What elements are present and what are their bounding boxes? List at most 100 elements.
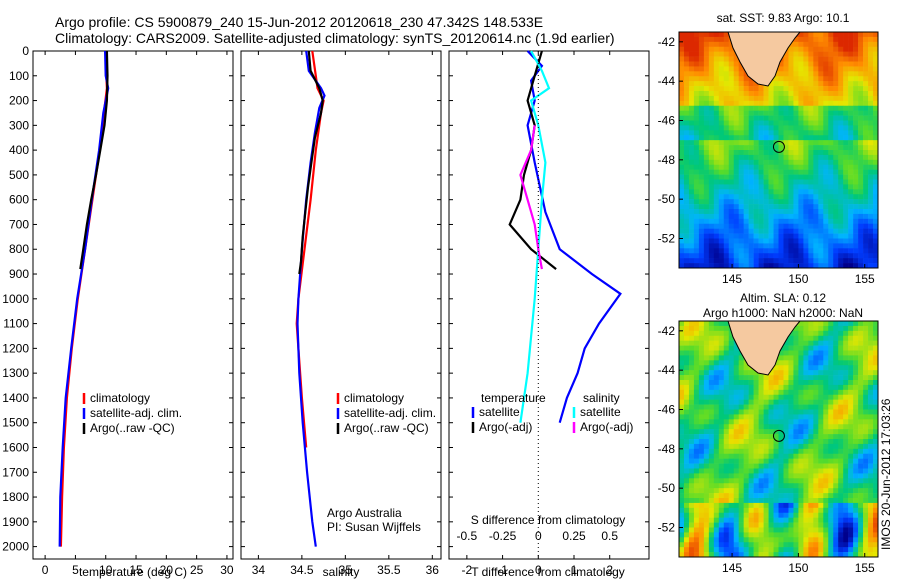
map-cell — [758, 209, 764, 215]
map-cell — [693, 189, 700, 195]
map-cell — [823, 478, 829, 484]
map-cell — [688, 542, 695, 548]
map-cell — [728, 389, 735, 396]
map-cell — [823, 228, 829, 234]
map-cell — [693, 100, 700, 107]
map-cell — [733, 248, 739, 254]
map-cell — [748, 414, 754, 420]
map-cell — [803, 95, 809, 102]
map-cell — [753, 399, 759, 405]
map-cell — [733, 223, 739, 229]
map-cell — [798, 95, 804, 102]
map-cell — [688, 76, 695, 82]
map-cell — [818, 483, 824, 489]
map-cell — [838, 115, 844, 121]
map-cell — [843, 81, 849, 87]
map-cell — [823, 547, 829, 553]
map-cell — [813, 223, 819, 229]
map-cell — [858, 537, 864, 543]
map-cell — [778, 189, 784, 195]
map-cell — [743, 434, 749, 440]
map-cell — [763, 478, 769, 484]
map-cell — [803, 32, 809, 38]
map-cell — [843, 365, 849, 371]
map-cell — [803, 419, 809, 425]
map-cell — [738, 360, 744, 366]
map-cell — [828, 95, 834, 102]
map-cell — [703, 502, 710, 509]
map-cell — [693, 125, 700, 131]
map-cell — [703, 218, 710, 225]
map-cell — [853, 389, 859, 396]
map-cell — [683, 547, 690, 553]
map-cell — [683, 110, 690, 116]
map-cell — [793, 527, 799, 533]
map-cell — [693, 325, 700, 332]
map-cell — [748, 537, 754, 543]
map-cell — [773, 184, 779, 190]
map-cell — [713, 380, 720, 386]
map-cell — [828, 375, 834, 381]
map-cell — [688, 443, 695, 450]
map-cell — [728, 71, 735, 77]
map-cell — [773, 130, 779, 136]
map-cell — [773, 532, 779, 538]
map-cell — [863, 253, 869, 259]
map-cell — [683, 238, 690, 244]
map-cell — [698, 552, 705, 558]
map-ytick-label: -48 — [658, 442, 676, 456]
map-cell — [823, 552, 829, 558]
map-cell — [688, 169, 695, 175]
map-cell — [828, 429, 834, 435]
map-cell — [748, 213, 754, 220]
map-cell — [798, 248, 804, 254]
map-cell — [753, 498, 759, 504]
map-cell — [713, 86, 720, 92]
map-cell — [793, 130, 799, 136]
map-cell — [748, 253, 754, 259]
map-cell — [693, 228, 700, 234]
map-cell — [858, 150, 864, 156]
map-cell — [818, 512, 824, 518]
map-cell — [833, 135, 839, 141]
map-cell — [863, 375, 869, 381]
map-cell — [679, 502, 685, 509]
map-cell — [823, 86, 829, 92]
map-cell — [733, 159, 739, 166]
diff-xtick-label: 1 — [571, 563, 578, 577]
map-cell — [773, 223, 779, 229]
map-cell — [793, 174, 799, 180]
map-cell — [753, 404, 759, 410]
map-cell — [858, 169, 864, 175]
map-cell — [683, 233, 690, 239]
map-cell — [768, 547, 774, 553]
map-cell — [748, 429, 754, 435]
map-cell — [823, 125, 829, 131]
map-cell — [748, 194, 754, 200]
map-cell — [728, 95, 735, 102]
map-cell — [873, 424, 879, 430]
map-cell — [723, 248, 730, 254]
map-cell — [773, 140, 779, 146]
map-cell — [773, 394, 779, 400]
map-cell — [703, 370, 710, 376]
map-cell — [863, 248, 869, 254]
map-cell — [793, 552, 799, 558]
map-cell — [843, 552, 849, 558]
map-cell — [728, 345, 735, 351]
map-cell — [823, 189, 829, 195]
map-cell — [838, 375, 844, 381]
map-cell — [708, 468, 715, 474]
map-cell — [853, 248, 859, 254]
map-cell — [768, 389, 774, 396]
map-cell — [778, 253, 784, 259]
map-cell — [863, 345, 869, 351]
map-cell — [808, 547, 814, 553]
map-cell — [748, 140, 754, 146]
map-cell — [818, 248, 824, 254]
imos-timestamp: IMOS 20-Jun-2012 17:03:26 — [879, 398, 893, 550]
map-cell — [833, 61, 839, 67]
title-line-1: Argo profile: CS 5900879_240 15-Jun-2012… — [55, 14, 544, 30]
map-cell — [803, 204, 809, 210]
map-cell — [838, 91, 844, 97]
